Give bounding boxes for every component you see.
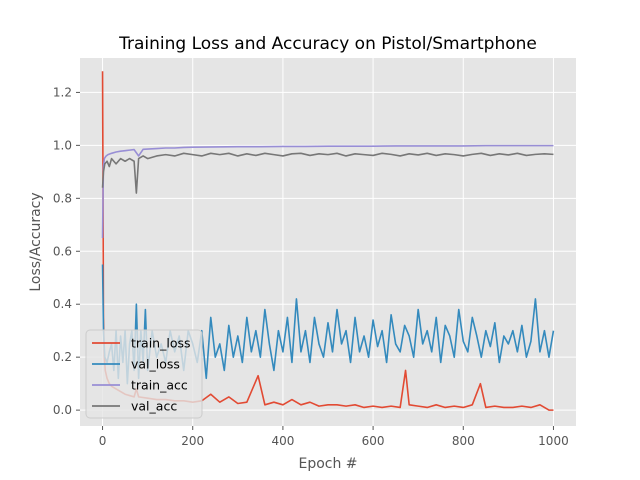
y-tick-label: 1.0	[53, 138, 72, 152]
y-tick-label: 0.8	[53, 191, 72, 205]
legend-label-train-loss: train_loss	[131, 336, 191, 351]
series-line-train-acc	[101, 144, 554, 239]
y-tick-label: 0.0	[53, 403, 72, 417]
x-tick-label: 800	[452, 434, 475, 448]
legend-label-train-acc: train_acc	[131, 378, 188, 393]
y-axis-ticks: 0.0 0.2 0.4 0.6 0.8 1.0 1.2	[53, 85, 80, 417]
legend-label-val-loss: val_loss	[131, 357, 180, 372]
series-line-val-acc	[101, 152, 554, 194]
legend-box	[85, 329, 203, 419]
legend: train_loss val_loss train_acc val_acc	[85, 329, 203, 419]
y-tick-label: 0.2	[53, 350, 72, 364]
legend-label-val-acc: val_acc	[131, 399, 177, 414]
y-tick-label: 1.2	[53, 85, 72, 99]
y-axis-label: Loss/Accuracy	[28, 192, 44, 291]
x-tick-label: 1000	[538, 434, 569, 448]
y-tick-label: 0.4	[53, 297, 72, 311]
x-tick-label: 600	[362, 434, 385, 448]
chart-title: Training Loss and Accuracy on Pistol/Sma…	[118, 34, 537, 54]
x-axis-ticks: 0 200 400 600 800 1000	[99, 426, 569, 448]
y-tick-label: 0.6	[53, 244, 72, 258]
x-tick-label: 400	[271, 434, 294, 448]
x-axis-label: Epoch #	[298, 456, 357, 472]
x-tick-label: 200	[181, 434, 204, 448]
x-tick-label: 0	[99, 434, 107, 448]
